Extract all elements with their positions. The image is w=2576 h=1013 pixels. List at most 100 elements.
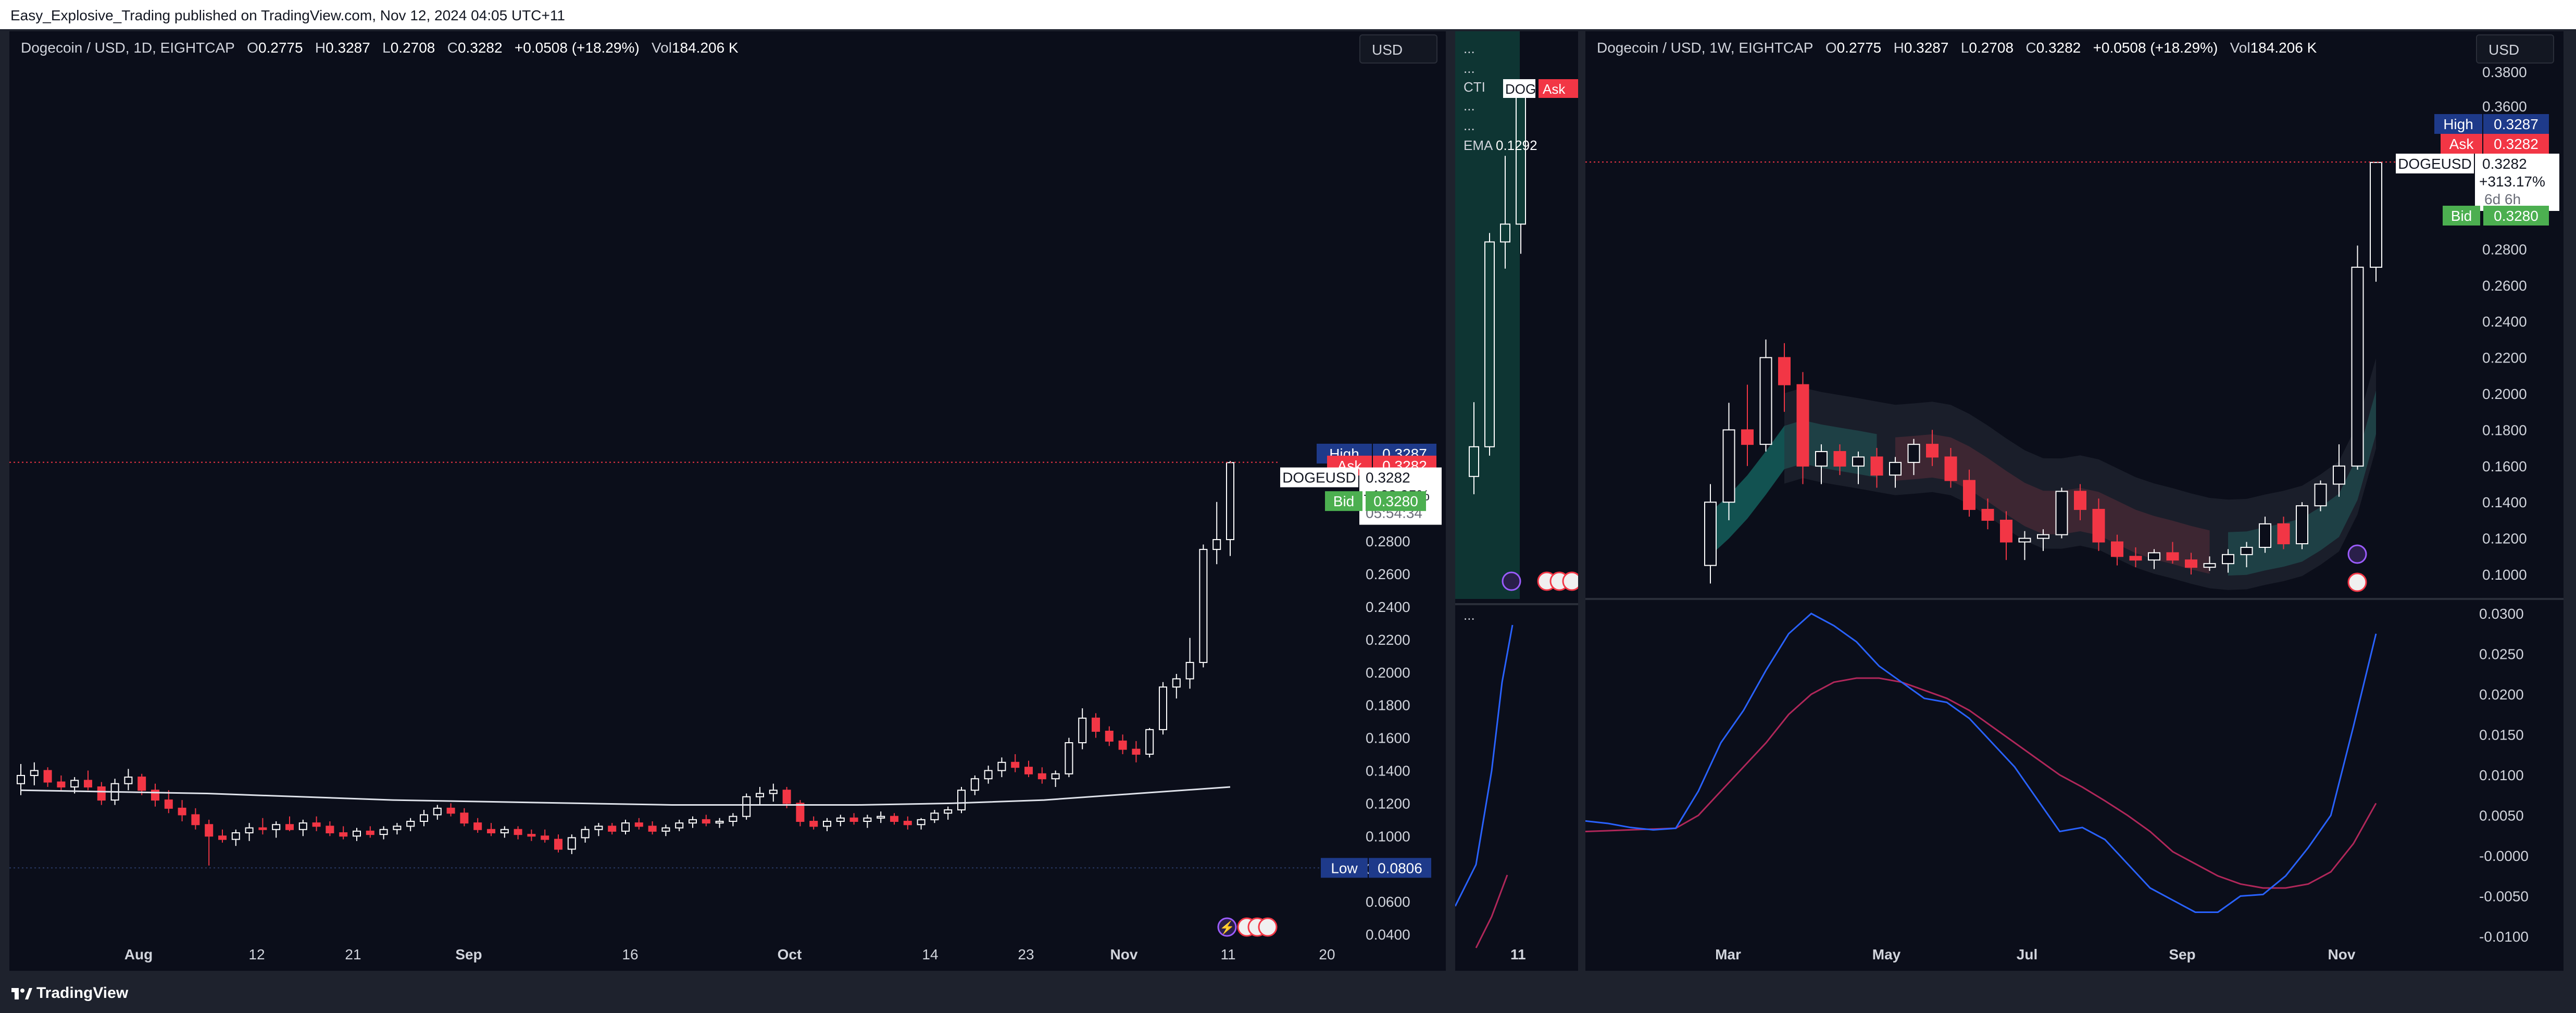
- us-flag-event-icon[interactable]: [1562, 571, 1578, 591]
- daily-chart-panel[interactable]: Dogecoin / USD, 1D, EIGHTCAP O0.2775 H0.…: [9, 31, 1446, 971]
- daily-candle-body[interactable]: [353, 830, 361, 837]
- daily-candle-body[interactable]: [554, 839, 562, 850]
- daily-candle-body[interactable]: [1105, 731, 1114, 742]
- daily-candle-body[interactable]: [1185, 661, 1194, 680]
- weekly-candle-body[interactable]: [1963, 480, 1975, 510]
- us-flag-event-icon[interactable]: [1258, 917, 1278, 937]
- weekly-candle-body[interactable]: [1870, 456, 1883, 476]
- daily-candle-body[interactable]: [97, 786, 106, 801]
- daily-candle-body[interactable]: [890, 816, 898, 822]
- daily-candlestick-chart[interactable]: 0.30000.28000.26000.24000.22000.20000.18…: [9, 31, 1446, 971]
- daily-candle-body[interactable]: [272, 824, 281, 830]
- daily-candle-body[interactable]: [769, 790, 778, 794]
- daily-candle-body[interactable]: [1024, 767, 1033, 774]
- weekly-candle-body[interactable]: [1778, 357, 1791, 385]
- weekly-candle-body[interactable]: [2092, 509, 2105, 543]
- daily-candle-body[interactable]: [1159, 686, 1167, 730]
- weekly-candle-body[interactable]: [1815, 451, 1828, 467]
- weekly-candle-body[interactable]: [1944, 456, 1957, 481]
- daily-candle-body[interactable]: [567, 837, 576, 850]
- weekly-candle-body[interactable]: [1926, 444, 1939, 458]
- weekly-candle-body[interactable]: [2037, 534, 2049, 539]
- daily-candle-body[interactable]: [836, 817, 845, 822]
- daily-candle-body[interactable]: [594, 826, 603, 830]
- daily-candle-body[interactable]: [17, 774, 25, 784]
- weekly-candle-body[interactable]: [2296, 505, 2308, 545]
- daily-candle-body[interactable]: [84, 780, 92, 787]
- daily-candle-body[interactable]: [796, 803, 805, 822]
- daily-candle-body[interactable]: [689, 819, 697, 824]
- daily-candle-body[interactable]: [997, 761, 1006, 771]
- daily-candle-body[interactable]: [541, 835, 549, 840]
- daily-candle-body[interactable]: [715, 820, 724, 824]
- weekly-candle-body[interactable]: [2111, 541, 2123, 557]
- daily-candle-body[interactable]: [648, 826, 657, 832]
- weekly-candle-body[interactable]: [2074, 491, 2086, 510]
- cti-dots[interactable]: ...: [1464, 98, 1475, 114]
- daily-candle-body[interactable]: [903, 820, 912, 826]
- daily-candle-body[interactable]: [1199, 548, 1208, 663]
- daily-candle-body[interactable]: [782, 790, 791, 804]
- daily-candle-body[interactable]: [702, 819, 710, 824]
- weekly-candle-body[interactable]: [2166, 552, 2179, 561]
- cti-dots[interactable]: ...: [1464, 118, 1475, 133]
- daily-candle-body[interactable]: [944, 809, 953, 814]
- daily-candle-body[interactable]: [527, 834, 536, 837]
- daily-candle-body[interactable]: [1132, 748, 1141, 755]
- daily-candle-body[interactable]: [339, 832, 348, 837]
- cti-candle-body[interactable]: [1469, 446, 1479, 477]
- cti-dots[interactable]: ...: [1464, 60, 1475, 76]
- daily-candle-body[interactable]: [863, 817, 872, 822]
- daily-candle-body[interactable]: [729, 816, 737, 822]
- daily-candle-body[interactable]: [258, 827, 267, 830]
- daily-candle-body[interactable]: [420, 814, 428, 822]
- daily-candle-body[interactable]: [446, 807, 455, 814]
- daily-candle-body[interactable]: [1172, 678, 1181, 688]
- cti-candle-body[interactable]: [1500, 223, 1510, 243]
- tradingview-brand[interactable]: TradingView: [11, 984, 128, 1002]
- daily-candle-body[interactable]: [1037, 773, 1046, 780]
- us-flag-event-icon[interactable]: [2347, 572, 2367, 592]
- daily-candle-body[interactable]: [1065, 742, 1073, 774]
- daily-candle-body[interactable]: [473, 822, 482, 830]
- weekly-candle-body[interactable]: [2314, 483, 2327, 507]
- daily-candle-body[interactable]: [137, 777, 146, 791]
- cti-candle-body[interactable]: [1484, 241, 1495, 447]
- weekly-candle-body[interactable]: [2333, 465, 2345, 485]
- daily-candle-body[interactable]: [1011, 761, 1020, 768]
- daily-candle-body[interactable]: [877, 816, 885, 819]
- weekly-candle-body[interactable]: [2351, 267, 2364, 467]
- weekly-candle-body[interactable]: [1796, 384, 1809, 467]
- weekly-candle-body[interactable]: [2148, 552, 2160, 561]
- weekly-candle-body[interactable]: [2129, 556, 2142, 561]
- daily-candle-body[interactable]: [1212, 539, 1221, 550]
- daily-candle-body[interactable]: [500, 829, 509, 834]
- daily-candle-body[interactable]: [1145, 729, 1154, 755]
- weekly-candle-body[interactable]: [1704, 502, 1717, 566]
- daily-candle-body[interactable]: [984, 770, 993, 780]
- daily-candle-body[interactable]: [366, 830, 374, 835]
- daily-candle-body[interactable]: [393, 826, 402, 830]
- daily-candle-body[interactable]: [1078, 717, 1087, 744]
- daily-candle-body[interactable]: [57, 781, 66, 787]
- weekly-candle-body[interactable]: [2370, 161, 2382, 268]
- cti-candle-body[interactable]: [1516, 84, 1526, 225]
- cti-mini-chart[interactable]: ... ... CTI ... ... EMA 0.1292 DOG Ask .…: [1455, 31, 1578, 971]
- daily-candle-body[interactable]: [205, 824, 214, 837]
- weekly-candle-body[interactable]: [1981, 509, 1994, 521]
- daily-candle-body[interactable]: [312, 822, 321, 827]
- weekly-candle-body[interactable]: [1722, 429, 1735, 503]
- daily-candle-body[interactable]: [151, 790, 159, 801]
- weekly-candle-body[interactable]: [1907, 444, 1920, 463]
- daily-candle-body[interactable]: [245, 827, 254, 834]
- daily-candle-body[interactable]: [1051, 773, 1060, 780]
- daily-candle-body[interactable]: [608, 826, 617, 832]
- daily-candle-body[interactable]: [379, 829, 388, 835]
- daily-candle-body[interactable]: [742, 796, 751, 817]
- flash-event-icon[interactable]: [1502, 571, 1521, 591]
- daily-candle-body[interactable]: [823, 820, 831, 827]
- daily-candle-body[interactable]: [634, 822, 643, 827]
- daily-candle-body[interactable]: [231, 832, 240, 840]
- weekly-candle-body[interactable]: [1889, 461, 1902, 476]
- daily-candle-body[interactable]: [514, 829, 522, 835]
